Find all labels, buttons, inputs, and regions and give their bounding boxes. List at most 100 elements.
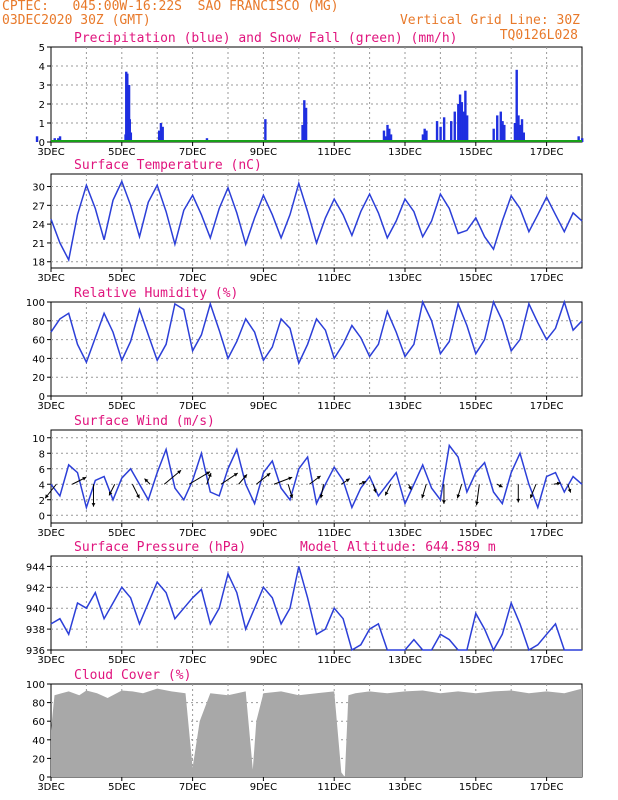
precip-bar: [465, 115, 469, 142]
header-station: CPTEC: 045:00W-16:22S SAO FRANCISCO (MG): [2, 0, 339, 14]
wind-arrowhead: [567, 488, 572, 493]
header-model: TQ0126L028: [499, 28, 578, 43]
x-tick-label: 15DEC: [459, 401, 493, 412]
y-tick-label: 27: [32, 201, 45, 212]
y-tick-label: 18: [32, 258, 45, 269]
y-tick-label: 100: [26, 680, 45, 691]
precip-bar: [382, 130, 386, 142]
x-tick-label: 15DEC: [459, 782, 493, 793]
precip-bar: [520, 119, 524, 142]
wind-arrowhead: [373, 488, 377, 493]
precip-bar: [58, 136, 62, 142]
wind-arrowhead: [475, 501, 479, 506]
x-tick-label: 17DEC: [530, 655, 564, 666]
y-tick-label: 100: [26, 298, 45, 309]
wind-arrowhead: [362, 481, 366, 485]
precip-bar: [515, 69, 518, 142]
panel-title: Precipitation (blue) and Snow Fall (gree…: [74, 31, 458, 46]
x-tick-label: 11DEC: [317, 147, 351, 158]
x-tick-label: 5DEC: [108, 782, 135, 793]
wind-arrowhead: [316, 475, 321, 480]
x-tick-label: 3DEC: [37, 528, 64, 539]
wind-vector: [188, 471, 211, 485]
wind-arrowhead: [345, 478, 350, 483]
y-tick-label: 4: [39, 480, 45, 491]
x-tick-label: 17DEC: [530, 528, 564, 539]
precip-bar: [421, 134, 425, 142]
panel-title: Cloud Cover (%): [74, 668, 191, 683]
wind-arrowhead: [421, 494, 425, 499]
precip-bar: [460, 102, 464, 142]
x-tick-label: 15DEC: [459, 655, 493, 666]
wind-arrowhead: [91, 503, 96, 507]
precip-bar: [581, 138, 584, 142]
x-tick-label: 15DEC: [459, 147, 493, 158]
precip-bar: [464, 90, 467, 142]
header-grid-line: Vertical Grid Line: 30Z: [399, 13, 580, 28]
precip-bar: [389, 134, 393, 142]
wind-arrowhead: [243, 474, 247, 479]
wind-arrowhead: [206, 471, 211, 476]
precip-bar: [519, 124, 522, 142]
y-tick-label: 0: [39, 392, 45, 403]
panel-title: Surface Pressure (hPa): [74, 540, 246, 555]
x-tick-label: 17DEC: [530, 401, 564, 412]
wind-arrowhead: [45, 494, 49, 499]
x-tick-label: 13DEC: [388, 655, 422, 666]
wind-arrowhead: [385, 491, 389, 496]
precip-bar: [453, 111, 456, 142]
series-line: [50, 299, 583, 366]
model-altitude: Model Altitude: 644.589 m: [300, 540, 496, 555]
y-tick-label: 30: [32, 183, 45, 194]
precip-bar: [425, 130, 428, 142]
x-tick-label: 17DEC: [530, 782, 564, 793]
y-tick-label: 80: [32, 699, 45, 710]
x-tick-label: 3DEC: [37, 273, 64, 284]
y-tick-label: 0: [39, 138, 45, 149]
x-tick-label: 11DEC: [317, 401, 351, 412]
series-line: [50, 179, 583, 263]
wind-vector: [163, 469, 182, 485]
wind-arrowhead: [498, 483, 503, 488]
wind-arrowhead: [266, 473, 271, 477]
x-tick-label: 7DEC: [179, 273, 206, 284]
y-tick-label: 10: [32, 434, 45, 445]
x-tick-label: 3DEC: [37, 147, 64, 158]
header-date: 03DEC2020 30Z (GMT): [2, 13, 151, 28]
y-tick-label: 944: [26, 562, 45, 573]
series-line: [50, 443, 583, 511]
wind-vector: [476, 484, 480, 506]
y-tick-label: 6: [39, 465, 45, 476]
x-tick-label: 11DEC: [317, 655, 351, 666]
wind-arrowhead: [207, 473, 212, 477]
wind-arrowhead: [319, 494, 324, 499]
wind-arrowhead: [529, 494, 534, 499]
x-tick-label: 13DEC: [388, 401, 422, 412]
x-tick-label: 5DEC: [108, 528, 135, 539]
precip-bar: [384, 136, 387, 142]
y-tick-label: 942: [26, 583, 45, 594]
precip-bar: [501, 121, 504, 142]
wind-arrowhead: [442, 500, 446, 504]
x-tick-label: 5DEC: [108, 655, 135, 666]
x-tick-label: 5DEC: [108, 401, 135, 412]
x-tick-label: 7DEC: [179, 528, 206, 539]
y-tick-label: 4: [39, 62, 45, 73]
y-tick-label: 5: [39, 43, 45, 54]
y-tick-label: 936: [26, 646, 45, 657]
wind-arrowhead: [516, 498, 521, 503]
wind-arrowhead: [288, 476, 293, 481]
precip-bar: [35, 136, 39, 142]
precip-bar: [264, 119, 267, 142]
precip-bar: [129, 132, 133, 142]
plot-frame: [50, 429, 583, 524]
y-tick-label: 60: [32, 717, 45, 728]
x-tick-label: 13DEC: [388, 782, 422, 793]
precip-bar: [386, 124, 389, 142]
precip-bar: [423, 128, 426, 142]
y-tick-label: 2: [39, 496, 45, 507]
x-tick-label: 17DEC: [530, 273, 564, 284]
precip-bar: [127, 85, 131, 142]
y-tick-label: 940: [26, 604, 45, 615]
